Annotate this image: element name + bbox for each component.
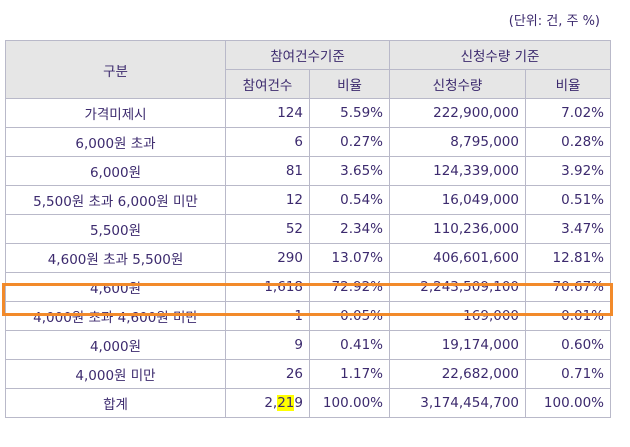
row-label: 4,000원 미만: [5, 359, 226, 389]
row-count-ratio: 3.65%: [309, 156, 390, 186]
unit-note: (단위: 건, 주 %): [508, 14, 600, 29]
row-count-ratio: 72.92%: [309, 272, 390, 302]
row-count: 6: [225, 127, 310, 157]
row-qty: 169,000: [389, 301, 526, 331]
row-label: 가격미제시: [5, 98, 226, 128]
table-row-highlighted: 4,600원 1,618 72.92% 2,243,509,100 70.67%: [5, 272, 611, 302]
header-group-qty: 신청수량 기준: [389, 40, 611, 70]
table-row: 4,000원 초과 4,600원 미만 1 0.05% 169,000 0.01…: [5, 301, 611, 331]
row-count-ratio: 0.27%: [309, 127, 390, 157]
row-label: 4,600원: [5, 272, 226, 302]
row-label: 5,500원: [5, 214, 226, 244]
header-qty: 신청수량: [389, 69, 526, 99]
row-qty: 19,174,000: [389, 330, 526, 360]
row-count: 1,618: [225, 272, 310, 302]
header-qty-ratio: 비율: [525, 69, 611, 99]
row-count: 12: [225, 185, 310, 215]
row-label: 6,000원 초과: [5, 127, 226, 157]
total-qty: 3,174,454,700: [389, 388, 526, 418]
data-table: 구분 참여건수기준 신청수량 기준 참여건수 비율 신청수량 비율 가격미제시 …: [5, 40, 611, 418]
row-count: 81: [225, 156, 310, 186]
total-qty-ratio: 100.00%: [525, 388, 611, 418]
row-qty-ratio: 0.71%: [525, 359, 611, 389]
header-row-1: 구분 참여건수기준 신청수량 기준: [5, 40, 611, 99]
header-count: 참여건수: [225, 69, 310, 99]
row-count: 9: [225, 330, 310, 360]
table-row: 6,000원 초과 6 0.27% 8,795,000 0.28%: [5, 127, 611, 157]
row-qty-ratio: 0.01%: [525, 301, 611, 331]
row-count: 52: [225, 214, 310, 244]
table-row: 4,000원 미만 26 1.17% 22,682,000 0.71%: [5, 359, 611, 389]
total-count: 2,219: [225, 388, 310, 418]
row-qty: 8,795,000: [389, 127, 526, 157]
row-count-ratio: 0.05%: [309, 301, 390, 331]
row-qty: 124,339,000: [389, 156, 526, 186]
total-row: 합계 2,219 100.00% 3,174,454,700 100.00%: [5, 388, 611, 418]
total-count-post: 9: [294, 395, 303, 411]
row-qty-ratio: 0.60%: [525, 330, 611, 360]
total-count-pre: 2,: [264, 395, 278, 411]
row-qty: 2,243,509,100: [389, 272, 526, 302]
total-count-ratio: 100.00%: [309, 388, 390, 418]
table-row: 가격미제시 124 5.59% 222,900,000 7.02%: [5, 98, 611, 128]
row-count: 1: [225, 301, 310, 331]
row-count-ratio: 13.07%: [309, 243, 390, 273]
row-count-ratio: 0.41%: [309, 330, 390, 360]
row-qty-ratio: 3.92%: [525, 156, 611, 186]
row-count: 124: [225, 98, 310, 128]
row-label: 4,600원 초과 5,500원: [5, 243, 226, 273]
row-count-ratio: 1.17%: [309, 359, 390, 389]
header-category: 구분: [5, 40, 226, 99]
row-qty: 406,601,600: [389, 243, 526, 273]
row-label: 4,000원 초과 4,600원 미만: [5, 301, 226, 331]
row-count-ratio: 2.34%: [309, 214, 390, 244]
row-label: 4,000원: [5, 330, 226, 360]
header-group-count: 참여건수기준: [225, 40, 390, 70]
row-qty-ratio: 7.02%: [525, 98, 611, 128]
table-row: 6,000원 81 3.65% 124,339,000 3.92%: [5, 156, 611, 186]
row-qty-ratio: 12.81%: [525, 243, 611, 273]
row-qty: 22,682,000: [389, 359, 526, 389]
table-row: 4,000원 9 0.41% 19,174,000 0.60%: [5, 330, 611, 360]
row-qty: 16,049,000: [389, 185, 526, 215]
row-count-ratio: 0.54%: [309, 185, 390, 215]
row-label: 6,000원: [5, 156, 226, 186]
table-row: 4,600원 초과 5,500원 290 13.07% 406,601,600 …: [5, 243, 611, 273]
row-qty: 110,236,000: [389, 214, 526, 244]
row-qty-ratio: 70.67%: [525, 272, 611, 302]
row-qty-ratio: 3.47%: [525, 214, 611, 244]
table-row: 5,500원 52 2.34% 110,236,000 3.47%: [5, 214, 611, 244]
row-count: 290: [225, 243, 310, 273]
row-count-ratio: 5.59%: [309, 98, 390, 128]
row-qty: 222,900,000: [389, 98, 526, 128]
header-row-2: 참여건수 비율 신청수량 비율: [6, 69, 611, 99]
row-qty-ratio: 0.28%: [525, 127, 611, 157]
total-label: 합계: [5, 388, 226, 418]
header-count-ratio: 비율: [309, 69, 390, 99]
row-label: 5,500원 초과 6,000원 미만: [5, 185, 226, 215]
total-count-highlight: 21: [277, 395, 295, 411]
table-row: 5,500원 초과 6,000원 미만 12 0.54% 16,049,000 …: [5, 185, 611, 215]
row-qty-ratio: 0.51%: [525, 185, 611, 215]
row-count: 26: [225, 359, 310, 389]
